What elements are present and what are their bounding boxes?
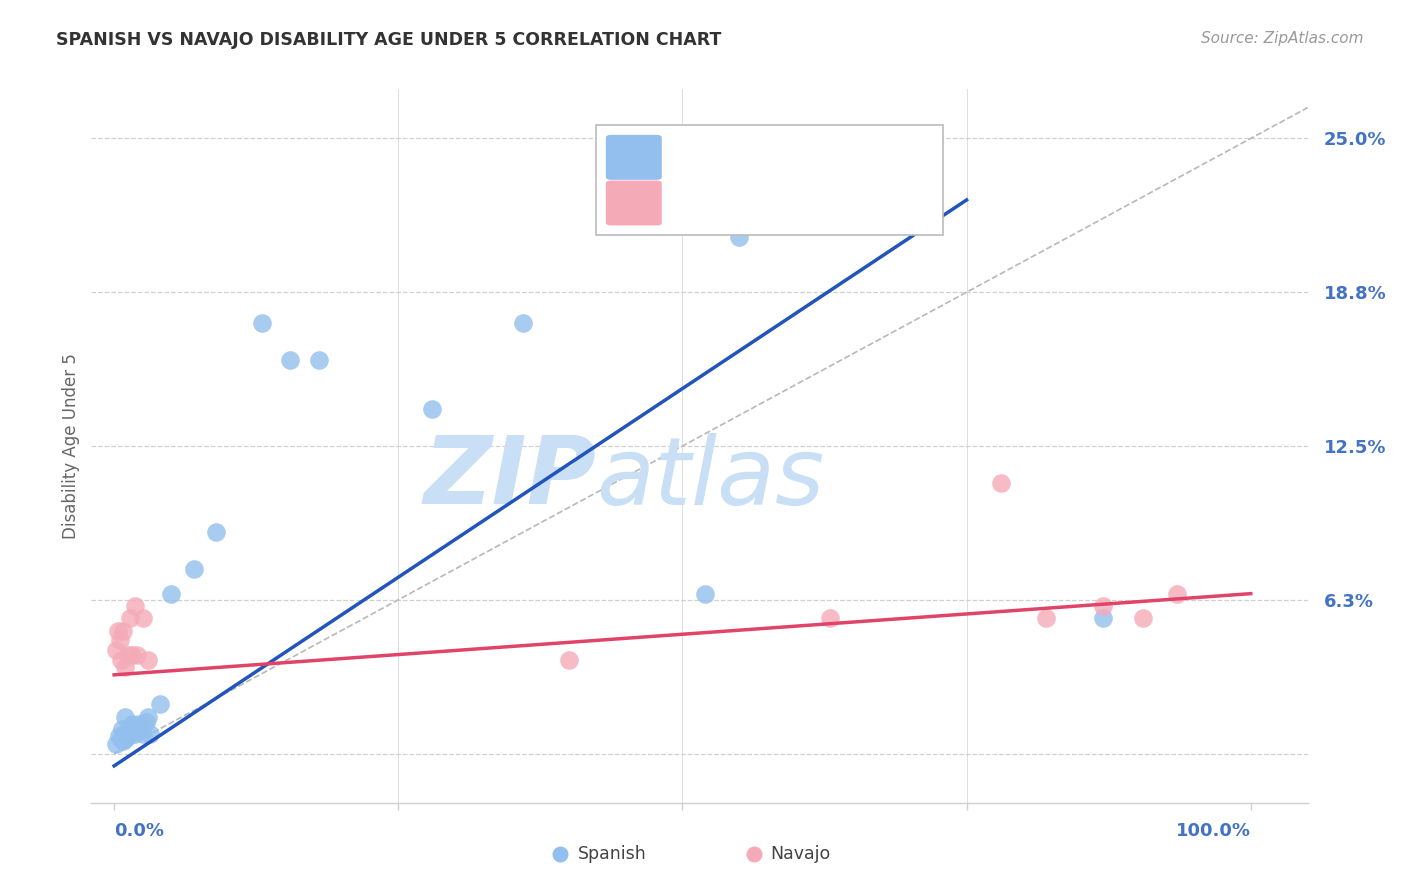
Text: ZIP: ZIP <box>423 432 596 524</box>
Text: R = 0.757   N = 29: R = 0.757 N = 29 <box>672 148 877 167</box>
Point <box>205 525 228 540</box>
Point <box>114 731 136 746</box>
Point <box>112 727 135 741</box>
Text: Source: ZipAtlas.com: Source: ZipAtlas.com <box>1201 31 1364 46</box>
Text: SPANISH VS NAVAJO DISABILITY AGE UNDER 5 CORRELATION CHART: SPANISH VS NAVAJO DISABILITY AGE UNDER 5… <box>56 31 721 49</box>
Point <box>818 611 841 625</box>
Point <box>1166 587 1188 601</box>
Point <box>1091 599 1114 613</box>
Point <box>136 709 159 723</box>
Point <box>278 352 301 367</box>
Point <box>121 717 143 731</box>
Text: R = 0.570   N = 20: R = 0.570 N = 20 <box>672 194 879 213</box>
Y-axis label: Disability Age Under 5: Disability Age Under 5 <box>62 353 80 539</box>
Point <box>110 653 132 667</box>
Point <box>990 475 1012 490</box>
Point <box>107 730 129 744</box>
Point <box>105 643 128 657</box>
Point <box>114 660 136 674</box>
Point <box>112 624 135 638</box>
Point <box>108 633 131 648</box>
Text: Spanish: Spanish <box>578 846 647 863</box>
Point <box>250 316 273 330</box>
Point <box>120 724 142 739</box>
Text: atlas: atlas <box>596 433 824 524</box>
Point <box>135 714 157 729</box>
Point <box>125 648 148 662</box>
FancyBboxPatch shape <box>606 135 662 180</box>
Point <box>121 648 143 662</box>
Point <box>695 587 717 601</box>
Point <box>1132 611 1154 625</box>
Point <box>125 722 148 736</box>
Point <box>136 653 159 667</box>
Point <box>117 730 139 744</box>
Point <box>117 648 139 662</box>
Point <box>118 722 141 736</box>
Text: Navajo: Navajo <box>770 846 831 863</box>
Point <box>308 352 330 367</box>
Point <box>128 717 150 731</box>
Point <box>131 727 153 741</box>
Point <box>1091 611 1114 625</box>
Point <box>512 316 534 330</box>
FancyBboxPatch shape <box>596 125 942 235</box>
Point <box>131 611 153 625</box>
Point <box>422 402 444 417</box>
Text: 100.0%: 100.0% <box>1175 822 1251 840</box>
Point <box>124 599 146 613</box>
Point <box>118 611 141 625</box>
Point <box>110 731 132 746</box>
Text: 0.0%: 0.0% <box>114 822 165 840</box>
Point <box>183 562 205 576</box>
Point <box>114 709 136 723</box>
Point <box>107 624 129 638</box>
Point <box>139 727 162 741</box>
Point <box>112 734 135 748</box>
FancyBboxPatch shape <box>606 180 662 226</box>
Point <box>728 230 751 244</box>
Point <box>160 587 183 601</box>
Point <box>111 722 134 736</box>
Point <box>149 698 172 712</box>
Point <box>124 727 146 741</box>
Point <box>1035 611 1057 625</box>
Point <box>105 737 128 751</box>
Point <box>558 653 581 667</box>
